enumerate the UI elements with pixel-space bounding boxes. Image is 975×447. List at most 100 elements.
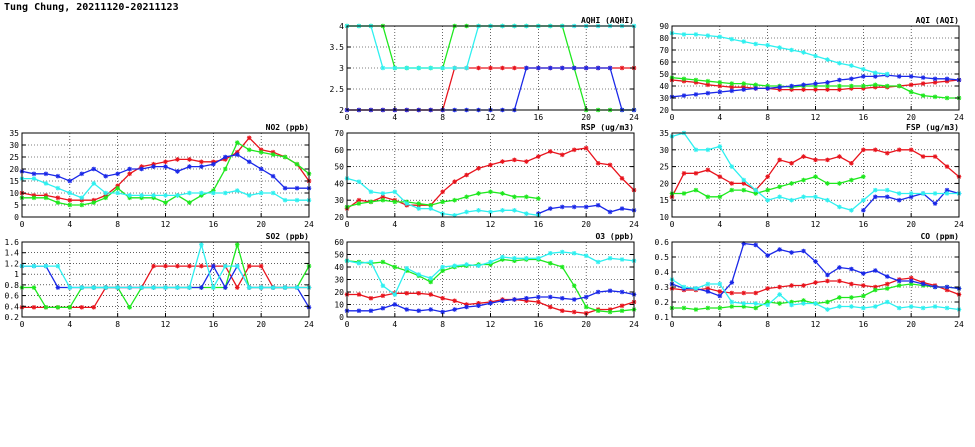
tick-label-y: 0.8 bbox=[5, 281, 20, 290]
tick-label-x: 4 bbox=[392, 320, 397, 329]
data-point bbox=[837, 60, 842, 66]
data-point bbox=[234, 152, 240, 157]
data-point bbox=[741, 177, 747, 183]
data-point bbox=[777, 157, 782, 163]
data-point bbox=[595, 160, 601, 166]
series-green bbox=[669, 75, 962, 101]
data-point bbox=[211, 188, 216, 193]
data-point bbox=[258, 285, 264, 290]
data-point bbox=[741, 84, 747, 90]
data-point bbox=[777, 184, 782, 190]
data-point bbox=[55, 285, 61, 290]
tick-label-x: 4 bbox=[67, 220, 72, 229]
data-point bbox=[559, 249, 565, 255]
data-point bbox=[908, 278, 914, 284]
data-point bbox=[607, 309, 613, 315]
data-point bbox=[163, 200, 168, 205]
data-point bbox=[199, 242, 204, 247]
data-point bbox=[825, 181, 830, 186]
data-point bbox=[246, 193, 252, 198]
data-point bbox=[428, 206, 434, 211]
data-point bbox=[127, 305, 132, 310]
data-point bbox=[31, 193, 37, 198]
data-point bbox=[801, 154, 806, 159]
chart-title: NO2 (ppb) bbox=[266, 123, 309, 132]
tick-label-x: 8 bbox=[765, 320, 770, 329]
data-point bbox=[476, 263, 481, 269]
data-point bbox=[920, 281, 926, 287]
data-point bbox=[753, 82, 759, 88]
data-point bbox=[571, 65, 577, 71]
data-point bbox=[741, 39, 747, 44]
data-point bbox=[681, 76, 687, 82]
tick-label-y: 35 bbox=[9, 129, 19, 138]
data-point bbox=[872, 84, 878, 90]
data-point bbox=[416, 272, 422, 277]
tick-label-x: 0 bbox=[345, 220, 350, 229]
data-point bbox=[705, 289, 711, 294]
data-point bbox=[512, 255, 517, 261]
tick-label-x: 20 bbox=[256, 220, 266, 229]
data-point bbox=[464, 302, 469, 307]
data-point bbox=[452, 263, 457, 269]
tick-label-x: 24 bbox=[304, 220, 314, 229]
data-point bbox=[151, 193, 156, 198]
tick-label-y: 0 bbox=[339, 313, 344, 322]
data-point bbox=[91, 166, 97, 172]
data-point bbox=[595, 202, 601, 208]
data-point bbox=[440, 268, 445, 274]
data-point bbox=[813, 157, 818, 163]
data-point bbox=[932, 284, 938, 290]
tick-label-y: 70 bbox=[659, 46, 669, 55]
data-point bbox=[488, 262, 493, 267]
data-point bbox=[571, 204, 577, 210]
data-point bbox=[861, 74, 866, 79]
data-point bbox=[234, 263, 240, 269]
data-point bbox=[368, 259, 374, 265]
data-point bbox=[380, 283, 386, 289]
data-point bbox=[619, 303, 625, 309]
data-point bbox=[199, 285, 204, 290]
data-point bbox=[837, 295, 842, 300]
data-point bbox=[547, 250, 553, 256]
data-point bbox=[717, 80, 723, 85]
chart-fsp: FSP (ug/m3) 10 15 20 25 30 35 0 4 8 12 16 20 24 bbox=[659, 123, 964, 229]
tick-label-x: 24 bbox=[629, 320, 639, 329]
chart-title: O3 (ppb) bbox=[595, 232, 634, 241]
data-point bbox=[55, 263, 61, 269]
data-point bbox=[282, 285, 288, 290]
data-point bbox=[681, 305, 687, 311]
data-point bbox=[607, 65, 613, 71]
data-point bbox=[416, 290, 422, 296]
data-point bbox=[765, 302, 770, 308]
data-point bbox=[79, 305, 85, 310]
tick-label-x: 8 bbox=[115, 320, 120, 329]
tick-label-x: 12 bbox=[161, 220, 171, 229]
tick-label-y: 0.2 bbox=[655, 298, 670, 307]
data-point bbox=[717, 194, 723, 200]
data-point bbox=[884, 299, 890, 305]
data-point bbox=[127, 193, 132, 198]
data-point bbox=[920, 305, 926, 311]
data-point bbox=[741, 301, 747, 306]
data-point bbox=[681, 284, 687, 290]
data-point bbox=[777, 284, 782, 290]
data-point bbox=[55, 305, 61, 310]
tick-label-x: 16 bbox=[534, 220, 544, 229]
data-point bbox=[222, 285, 228, 290]
tick-label-x: 12 bbox=[486, 113, 496, 122]
data-point bbox=[619, 289, 625, 295]
data-point bbox=[91, 200, 97, 205]
data-point bbox=[163, 164, 168, 169]
data-point bbox=[356, 197, 362, 203]
tick-label-x: 0 bbox=[345, 113, 350, 122]
data-point bbox=[872, 284, 878, 290]
data-point bbox=[380, 305, 386, 311]
data-point bbox=[607, 307, 613, 312]
tick-label-x: 20 bbox=[581, 220, 591, 229]
data-point bbox=[789, 197, 794, 203]
data-point bbox=[849, 266, 854, 272]
data-point bbox=[404, 268, 410, 274]
data-point bbox=[741, 187, 747, 193]
